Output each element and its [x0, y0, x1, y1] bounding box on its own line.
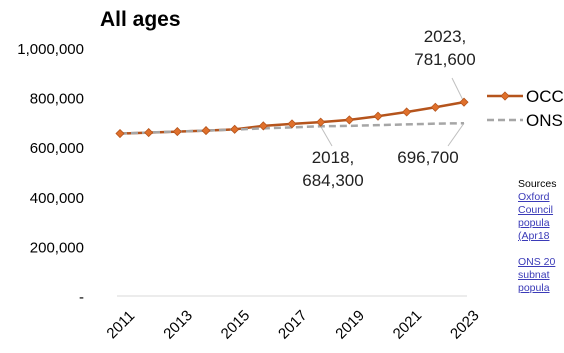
data-point-occ — [287, 119, 297, 129]
annotation-label: 696,700 — [397, 148, 458, 167]
source-link-2-line-3[interactable]: popula — [518, 282, 550, 294]
x-tick-label: 2021 — [390, 307, 426, 343]
legend-label-ons: ONS — [526, 111, 563, 130]
x-tick-label: 2013 — [160, 307, 196, 343]
x-tick-label: 2017 — [275, 307, 311, 343]
data-point-occ — [201, 126, 211, 136]
data-point-occ — [115, 128, 125, 139]
data-point-occ — [402, 107, 412, 117]
data-point-occ — [344, 115, 354, 125]
y-tick-label: 400,000 — [30, 190, 84, 207]
sources-label: Sources — [518, 178, 557, 190]
legend: OCC ONS — [487, 87, 564, 130]
data-point-occ — [258, 121, 268, 131]
annotation-leader-line — [451, 77, 465, 103]
y-tick-label: 1,000,000 — [17, 41, 84, 58]
sources-note: Sources Oxford Council popula (Apr18 ONS… — [518, 178, 564, 295]
x-tick-label: 2019 — [332, 307, 368, 343]
y-axis-tick-labels: 1,000,000 800,000 600,000 400,000 200,000 - — [17, 41, 84, 306]
data-point-occ — [373, 111, 383, 121]
sources-spacer — [518, 243, 564, 256]
series-group — [115, 97, 469, 139]
data-point-occ — [459, 97, 469, 107]
source-link-1-line-4[interactable]: (Apr18 — [518, 230, 550, 242]
x-tick-label: 2011 — [103, 307, 138, 342]
source-link-2-line-1[interactable]: ONS 20 — [518, 256, 556, 268]
annotation-label: 684,300 — [302, 171, 363, 190]
x-tick-label: 2023 — [447, 307, 483, 343]
annotations: 2023, 781,600 2018, 684,300 696,700 — [302, 27, 475, 190]
series-line-occ — [119, 100, 465, 135]
source-link-1-line-3[interactable]: popula — [518, 217, 550, 229]
y-tick-label: 200,000 — [30, 239, 84, 256]
annotation-label: 2018, — [312, 148, 355, 167]
data-point-occ — [144, 128, 154, 138]
annotation-label: 2023, — [424, 27, 467, 46]
data-point-occ — [230, 124, 240, 134]
legend-label-occ: OCC — [526, 87, 564, 106]
chart-title: All ages — [100, 8, 181, 31]
source-link-1-line-2[interactable]: Council — [518, 204, 554, 216]
x-axis-tick-labels: 2011 2013 2015 2017 2019 2021 2023 — [103, 307, 482, 343]
data-point-occ — [430, 102, 440, 112]
x-tick-label: 2015 — [218, 307, 254, 343]
source-link-1-line-1[interactable]: Oxford — [518, 191, 550, 203]
annotation-leader-line — [320, 126, 333, 147]
y-tick-label: - — [79, 289, 84, 306]
annotation-leader-line — [447, 122, 465, 147]
y-tick-label: 600,000 — [30, 140, 84, 157]
source-link-2-line-2[interactable]: subnat — [518, 269, 550, 281]
y-tick-label: 800,000 — [30, 91, 84, 108]
annotation-label: 781,600 — [414, 50, 475, 69]
annotation-leader-lines — [320, 77, 465, 147]
legend-marker-occ — [500, 91, 510, 101]
data-point-occ — [316, 117, 326, 127]
data-point-occ — [172, 127, 182, 137]
